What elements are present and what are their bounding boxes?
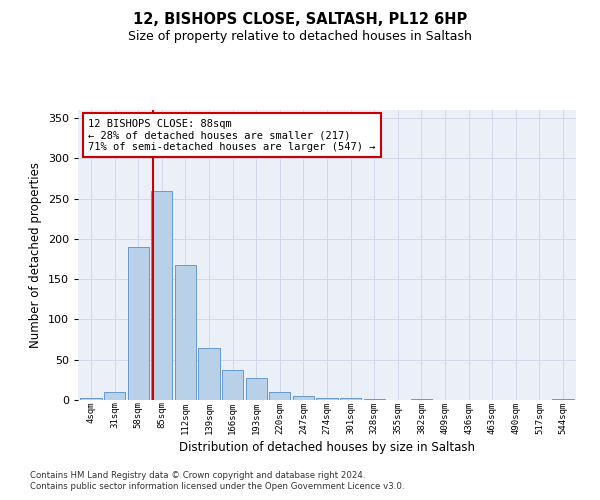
Bar <box>340 398 361 400</box>
Text: Contains HM Land Registry data © Crown copyright and database right 2024.: Contains HM Land Registry data © Crown c… <box>30 470 365 480</box>
Bar <box>245 378 267 400</box>
X-axis label: Distribution of detached houses by size in Saltash: Distribution of detached houses by size … <box>179 440 475 454</box>
Bar <box>316 398 338 400</box>
Bar <box>222 370 243 400</box>
Bar <box>553 399 574 400</box>
Bar <box>293 396 314 400</box>
Text: 12 BISHOPS CLOSE: 88sqm
← 28% of detached houses are smaller (217)
71% of semi-d: 12 BISHOPS CLOSE: 88sqm ← 28% of detache… <box>88 118 376 152</box>
Text: 12, BISHOPS CLOSE, SALTASH, PL12 6HP: 12, BISHOPS CLOSE, SALTASH, PL12 6HP <box>133 12 467 28</box>
Bar <box>175 264 196 400</box>
Bar <box>104 392 125 400</box>
Bar <box>411 399 432 400</box>
Bar <box>80 398 101 400</box>
Bar <box>151 190 172 400</box>
Y-axis label: Number of detached properties: Number of detached properties <box>29 162 42 348</box>
Bar <box>364 399 385 400</box>
Bar <box>199 348 220 400</box>
Bar <box>269 392 290 400</box>
Text: Contains public sector information licensed under the Open Government Licence v3: Contains public sector information licen… <box>30 482 404 491</box>
Text: Size of property relative to detached houses in Saltash: Size of property relative to detached ho… <box>128 30 472 43</box>
Bar <box>128 247 149 400</box>
